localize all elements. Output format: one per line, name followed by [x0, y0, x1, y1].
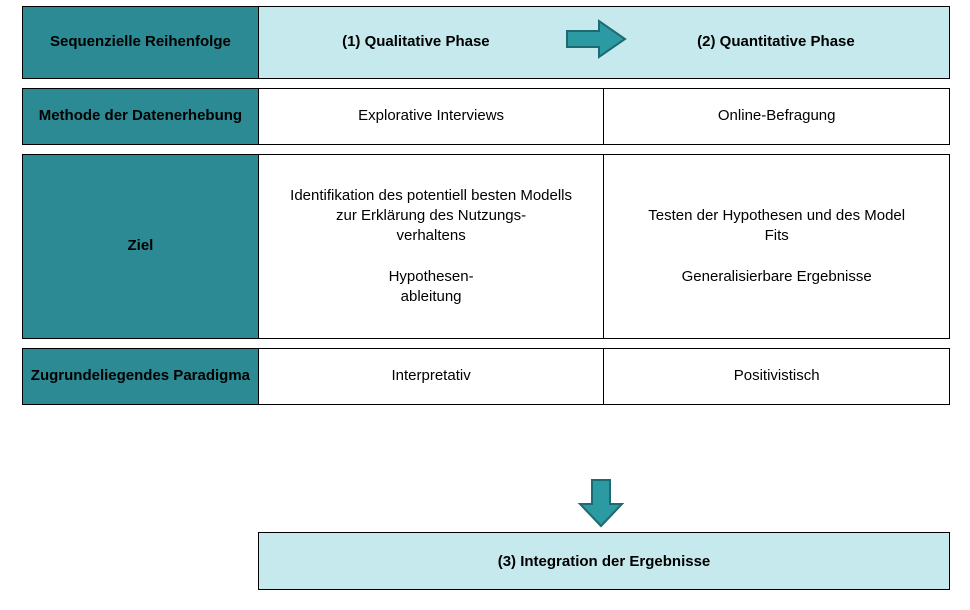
gap-row-3: [23, 339, 950, 349]
row-sequence: Sequenzielle Reihenfolge (1) Qualitative…: [23, 7, 950, 79]
row-goal: Ziel Identifikation des potentiell beste…: [23, 155, 950, 339]
result-label: (3) Integration der Ergebnisse: [498, 553, 711, 570]
label-sequence: Sequenzielle Reihenfolge: [23, 7, 259, 79]
phase-quantitative-label: (2) Quantitative Phase: [627, 32, 925, 52]
result-box: (3) Integration der Ergebnisse: [258, 532, 950, 590]
arrow-right-icon: [565, 19, 627, 65]
method-table: Sequenzielle Reihenfolge (1) Qualitative…: [22, 6, 950, 405]
arrow-down-icon: [576, 478, 626, 533]
label-method: Methode der Datenerhebung: [23, 89, 259, 145]
method-quant: Online-Befragung: [604, 89, 950, 145]
goal-qual: Identifikation des potentiell besten Mod…: [258, 155, 604, 339]
row-method: Methode der Datenerhebung Explorative In…: [23, 89, 950, 145]
paradigm-quant: Positivistisch: [604, 349, 950, 405]
phase-qualitative-label: (1) Qualitative Phase: [267, 32, 565, 52]
gap-row-1: [23, 79, 950, 89]
method-qual: Explorative Interviews: [258, 89, 604, 145]
label-goal: Ziel: [23, 155, 259, 339]
gap-row-2: [23, 145, 950, 155]
goal-quant: Testen der Hypothesen und des Model Fits…: [604, 155, 950, 339]
label-paradigm: Zugrundeliegendes Paradigma: [23, 349, 259, 405]
header-phases: (1) Qualitative Phase (2) Quantitative P…: [258, 7, 949, 79]
paradigm-qual: Interpretativ: [258, 349, 604, 405]
row-paradigm: Zugrundeliegendes Paradigma Interpretati…: [23, 349, 950, 405]
